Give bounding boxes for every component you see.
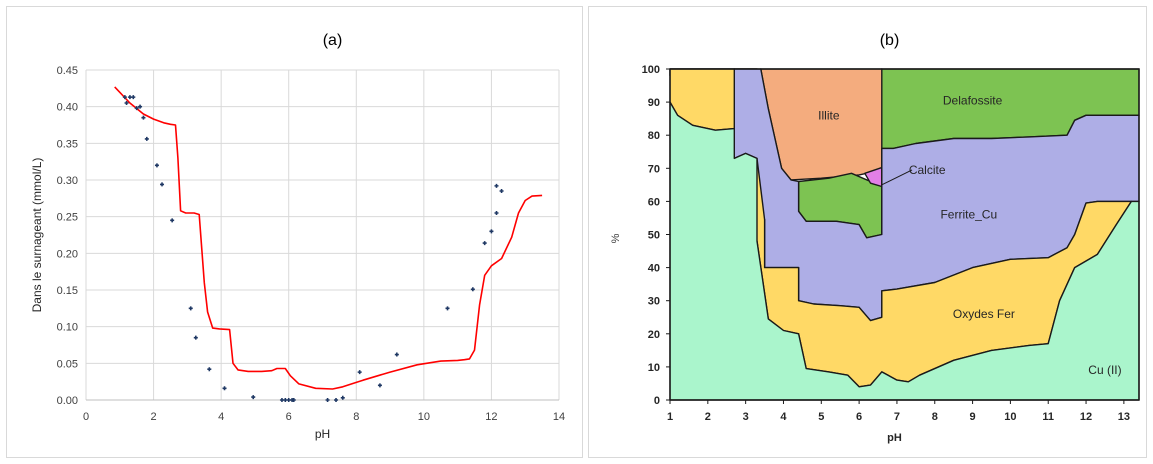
chart-b-x-tick-label: 11: [1042, 411, 1054, 423]
chart-a-data-point: [291, 398, 296, 402]
chart-a-data-point: [134, 106, 139, 111]
chart-b-title: (b): [880, 32, 900, 49]
chart-b-y-tick-label: 10: [648, 362, 660, 374]
chart-b-x-tick-label: 13: [1118, 411, 1130, 423]
chart-a-x-tick-label: 6: [286, 411, 292, 423]
chart-a-x-tick-label: 10: [418, 411, 430, 423]
chart-a-data-point: [499, 189, 504, 193]
chart-b-y-tick-label: 30: [648, 296, 660, 308]
chart-b-svg: (b) Delafossite Illite Calcite Ferrite_Cu Oxy…: [610, 32, 1140, 444]
chart-b-x-tick-label: 8: [932, 411, 938, 423]
chart-a-model-line: [114, 86, 543, 390]
chart-a-data-point: [325, 398, 330, 402]
chart-a-data-point: [482, 241, 487, 246]
chart-a-data-point: [377, 383, 382, 388]
chart-a-y-tick-label: 0.00: [57, 395, 78, 407]
chart-a-x-axis-title: pH: [315, 427, 330, 441]
chart-b-y-tick-label: 80: [648, 130, 660, 142]
chart-b-region-cu-ii: [669, 101, 1140, 401]
chart-b-callout-line: [881, 169, 913, 186]
chart-b-x-tick-label: 9: [970, 411, 976, 423]
chart-a-y-tick-label: 0.30: [57, 175, 78, 187]
chart-b-region-label: Calcite: [909, 163, 946, 177]
chart-a-y-tick-label: 0.05: [57, 358, 78, 370]
chart-a-y-tick-label: 0.15: [57, 285, 78, 297]
chart-a-data-point: [141, 115, 146, 120]
chart-a-x-tick-label: 12: [485, 411, 497, 423]
chart-a-data-point: [122, 95, 127, 100]
chart-a-y-tick-label: 0.20: [57, 248, 78, 260]
chart-a-y-axis-title: Dans le surnageant (mmol/L): [30, 158, 44, 313]
chart-a-data-point: [222, 386, 227, 391]
chart-b-y-tick-label: 40: [648, 263, 660, 275]
chart-b-x-tick-label: 3: [743, 411, 749, 423]
chart-a-data-point: [283, 398, 288, 402]
chart-a-data-point: [357, 370, 362, 375]
chart-a-data-point: [286, 398, 291, 402]
chart-b-x-tick-label: 10: [1004, 411, 1016, 423]
chart-a-data-point: [494, 183, 499, 188]
chart-a-x-tick-label: 2: [151, 411, 157, 423]
chart-b-y-tick-label: 0: [654, 395, 660, 407]
chart-a-data-point: [138, 104, 143, 109]
chart-b-y-tick-label: 20: [648, 329, 660, 341]
chart-a-data-point: [334, 398, 339, 402]
chart-b-x-tick-label: 5: [818, 411, 824, 423]
chart-b-y-axis-title: %: [610, 233, 622, 243]
chart-b-y-tick-label: 70: [648, 163, 660, 175]
chart-b-region-label: Delafossite: [943, 93, 1003, 107]
chart-a-data-point: [124, 101, 129, 105]
chart-b-x-tick-label: 1: [667, 411, 673, 423]
chart-a-x-tick-label: 8: [353, 411, 359, 423]
chart-a-data-point: [131, 95, 136, 100]
chart-a-x-tick-label: 14: [553, 411, 565, 423]
chart-a-y-tick-label: 0.10: [57, 322, 78, 334]
chart-b-y-tick-label: 90: [648, 97, 660, 109]
chart-a-y-tick-label: 0.35: [57, 138, 78, 150]
chart-a-data-point: [489, 229, 494, 234]
chart-a-data-point: [127, 95, 132, 100]
chart-a-svg: (a) 0.00 0.05 0.10 0.15 0.20 0.25 0.30 0.35 0.40 0…: [30, 32, 565, 441]
chart-a-y-tick-label: 0.25: [57, 212, 78, 224]
chart-b-y-tick-label: 50: [648, 230, 660, 242]
chart-b-x-tick-label: 2: [705, 411, 711, 423]
chart-a-data-point: [188, 306, 193, 311]
chart-b-x-tick-label: 4: [780, 411, 787, 423]
chart-a-data-point: [494, 211, 499, 215]
chart-b-y-tick-label: 100: [642, 64, 660, 76]
chart-b-region-label: Oxydes Fer: [953, 307, 1015, 321]
chart-b-x-tick-label: 6: [856, 411, 862, 423]
chart-a-panel: (a) 0.00 0.05 0.10 0.15 0.20 0.25 0.30 0.35 0.40 0…: [6, 6, 583, 458]
chart-a-x-tick-label: 0: [83, 411, 89, 423]
chart-b-panel: (b) Delafossite Illite Calcite Ferrite_Cu Oxy…: [588, 6, 1147, 458]
chart-a-data-point: [154, 163, 159, 168]
chart-a-title: (a): [323, 32, 343, 49]
chart-a-y-tick-label: 0.40: [57, 102, 78, 114]
chart-a-data-point: [279, 398, 284, 402]
chart-a-data-point: [340, 395, 345, 400]
chart-a-data-point: [170, 218, 175, 223]
chart-b-x-tick-label: 12: [1080, 411, 1092, 423]
chart-a-y-tick-label: 0.45: [57, 65, 78, 77]
chart-a-data-point: [193, 335, 198, 340]
chart-a-data-point: [251, 395, 256, 400]
chart-b-x-axis-title: pH: [887, 432, 902, 444]
chart-a-data-point: [207, 367, 212, 372]
chart-a-data-point: [394, 352, 399, 357]
chart-b-region-label: Illite: [818, 108, 840, 122]
chart-a-data-point: [160, 182, 165, 187]
chart-b-region-label: Ferrite_Cu: [940, 208, 997, 222]
chart-a-data-point: [470, 287, 475, 292]
chart-a-data-point: [144, 136, 149, 141]
chart-b-region-label: Cu (II): [1088, 363, 1121, 377]
chart-b-y-tick-label: 60: [648, 196, 660, 208]
chart-b-x-tick-label: 7: [894, 411, 900, 423]
chart-a-data-point: [445, 306, 450, 311]
chart-a-x-tick-label: 4: [218, 411, 224, 423]
